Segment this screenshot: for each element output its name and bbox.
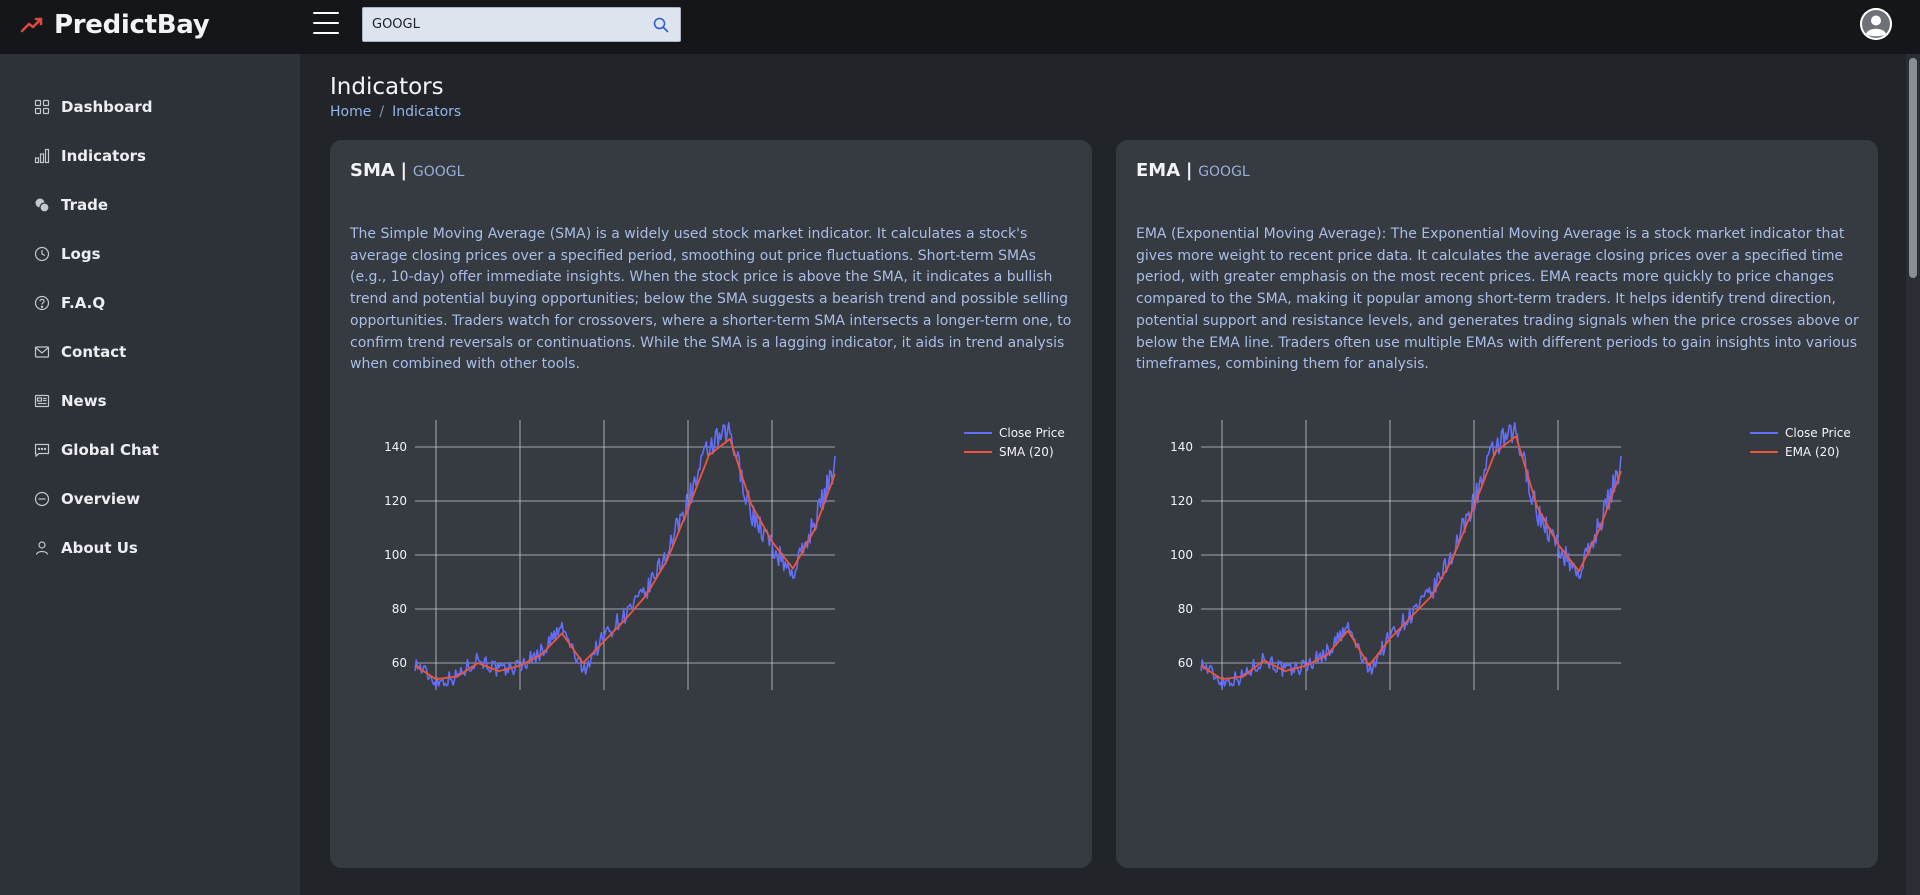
breadcrumb-home-link[interactable]: Home bbox=[330, 104, 372, 120]
sidebar-item-label: Logs bbox=[61, 244, 101, 263]
person-icon bbox=[35, 540, 49, 555]
sma-line-chart[interactable]: 60 80 100 120 140 Close Price SMA (20) bbox=[330, 420, 1092, 780]
search-button[interactable] bbox=[642, 8, 680, 41]
sidebar-item-label: Dashboard bbox=[61, 97, 153, 116]
newspaper-icon bbox=[34, 394, 50, 407]
sidebar-item-trade[interactable]: Trade bbox=[0, 180, 300, 229]
grid-icon bbox=[34, 99, 50, 114]
indicator-description: EMA (Exponential Moving Average): The Ex… bbox=[1136, 226, 1859, 373]
ticker-symbol: GOOGL bbox=[1198, 164, 1250, 180]
title-separator: | bbox=[1185, 160, 1193, 181]
sidebar-item-contact[interactable]: Contact bbox=[0, 327, 300, 376]
envelope-icon bbox=[34, 345, 50, 358]
question-circle-icon bbox=[34, 295, 50, 310]
breadcrumb-current[interactable]: Indicators bbox=[392, 104, 462, 120]
minus-circle-icon bbox=[34, 491, 50, 506]
y-tick-label: 100 bbox=[1170, 548, 1193, 562]
sidebar-item-global-chat[interactable]: Global Chat bbox=[0, 425, 300, 474]
y-tick-label: 120 bbox=[384, 494, 407, 508]
sidebar-item-label: F.A.Q bbox=[61, 293, 106, 312]
title-separator: | bbox=[400, 160, 408, 181]
indicator-name: SMA bbox=[350, 160, 395, 181]
search-icon bbox=[653, 17, 669, 32]
user-avatar[interactable] bbox=[1860, 8, 1892, 40]
y-tick-label: 60 bbox=[1178, 656, 1193, 670]
legend-label: SMA (20) bbox=[999, 445, 1054, 459]
sidebar-item-logs[interactable]: Logs bbox=[0, 229, 300, 278]
top-header: PredictBay bbox=[0, 0, 1920, 54]
trend-up-icon bbox=[20, 17, 43, 33]
clock-icon bbox=[34, 246, 50, 261]
sidebar-item-about-us[interactable]: About Us bbox=[0, 523, 300, 572]
app-name: PredictBay bbox=[54, 10, 210, 40]
ema-card: EMA | GOOGL EMA (Exponential Moving Aver… bbox=[1116, 140, 1878, 868]
sidebar-item-label: Indicators bbox=[61, 146, 146, 165]
page-title: Indicators bbox=[330, 74, 444, 100]
bar-chart-icon bbox=[34, 148, 50, 163]
series-line-moving-average bbox=[1200, 435, 1622, 681]
card-title: EMA | GOOGL bbox=[1136, 160, 1250, 181]
legend-label: Close Price bbox=[999, 426, 1065, 440]
main-content: Indicators Home / Indicators SMA | GOOGL… bbox=[300, 54, 1920, 895]
y-tick-label: 120 bbox=[1170, 494, 1193, 508]
legend-label: Close Price bbox=[1785, 426, 1851, 440]
ema-chart[interactable]: 60 80 100 120 140 Close Price EMA (20) bbox=[1116, 420, 1878, 780]
menu-toggle-button[interactable] bbox=[313, 12, 339, 34]
search-input[interactable] bbox=[363, 8, 642, 41]
series-line-moving-average bbox=[414, 437, 836, 681]
user-avatar-icon bbox=[1860, 8, 1892, 40]
sidebar-item-indicators[interactable]: Indicators bbox=[0, 131, 300, 180]
coins-icon bbox=[35, 198, 50, 213]
sidebar-item-faq[interactable]: F.A.Q bbox=[0, 278, 300, 327]
y-tick-label: 100 bbox=[384, 548, 407, 562]
logo[interactable]: PredictBay bbox=[20, 9, 210, 41]
page-scrollbar[interactable] bbox=[1906, 54, 1920, 895]
y-tick-label: 80 bbox=[392, 602, 407, 616]
chat-icon bbox=[34, 443, 50, 457]
sidebar: Dashboard Indicators Trade Logs F.A.Q Co… bbox=[0, 54, 300, 895]
sidebar-item-overview[interactable]: Overview bbox=[0, 474, 300, 523]
indicator-description: The Simple Moving Average (SMA) is a wid… bbox=[350, 226, 1072, 373]
sidebar-item-label: Contact bbox=[61, 342, 127, 361]
y-tick-label: 80 bbox=[1178, 602, 1193, 616]
search-box bbox=[362, 7, 681, 42]
sidebar-item-label: Global Chat bbox=[61, 440, 159, 459]
sidebar-item-dashboard[interactable]: Dashboard bbox=[0, 82, 300, 131]
hamburger-icon bbox=[313, 12, 339, 14]
y-tick-label: 140 bbox=[1170, 440, 1193, 454]
breadcrumb-separator: / bbox=[379, 104, 385, 120]
ema-line-chart[interactable]: 60 80 100 120 140 Close Price EMA (20) bbox=[1116, 420, 1878, 780]
indicator-name: EMA bbox=[1136, 160, 1181, 181]
sma-chart[interactable]: 60 80 100 120 140 Close Price SMA (20) bbox=[330, 420, 1092, 780]
sidebar-item-label: Overview bbox=[61, 489, 141, 508]
y-tick-label: 140 bbox=[384, 440, 407, 454]
sidebar-item-news[interactable]: News bbox=[0, 376, 300, 425]
sidebar-item-label: News bbox=[61, 391, 107, 410]
sma-card: SMA | GOOGL The Simple Moving Average (S… bbox=[330, 140, 1092, 868]
sidebar-item-label: About Us bbox=[61, 538, 138, 557]
legend-label: EMA (20) bbox=[1785, 445, 1840, 459]
ticker-symbol: GOOGL bbox=[412, 164, 465, 180]
breadcrumb: Home / Indicators bbox=[330, 104, 461, 120]
sidebar-item-label: Trade bbox=[61, 195, 109, 214]
y-tick-label: 60 bbox=[392, 656, 407, 670]
scrollbar-thumb[interactable] bbox=[1909, 58, 1917, 278]
card-title: SMA | GOOGL bbox=[350, 160, 464, 181]
